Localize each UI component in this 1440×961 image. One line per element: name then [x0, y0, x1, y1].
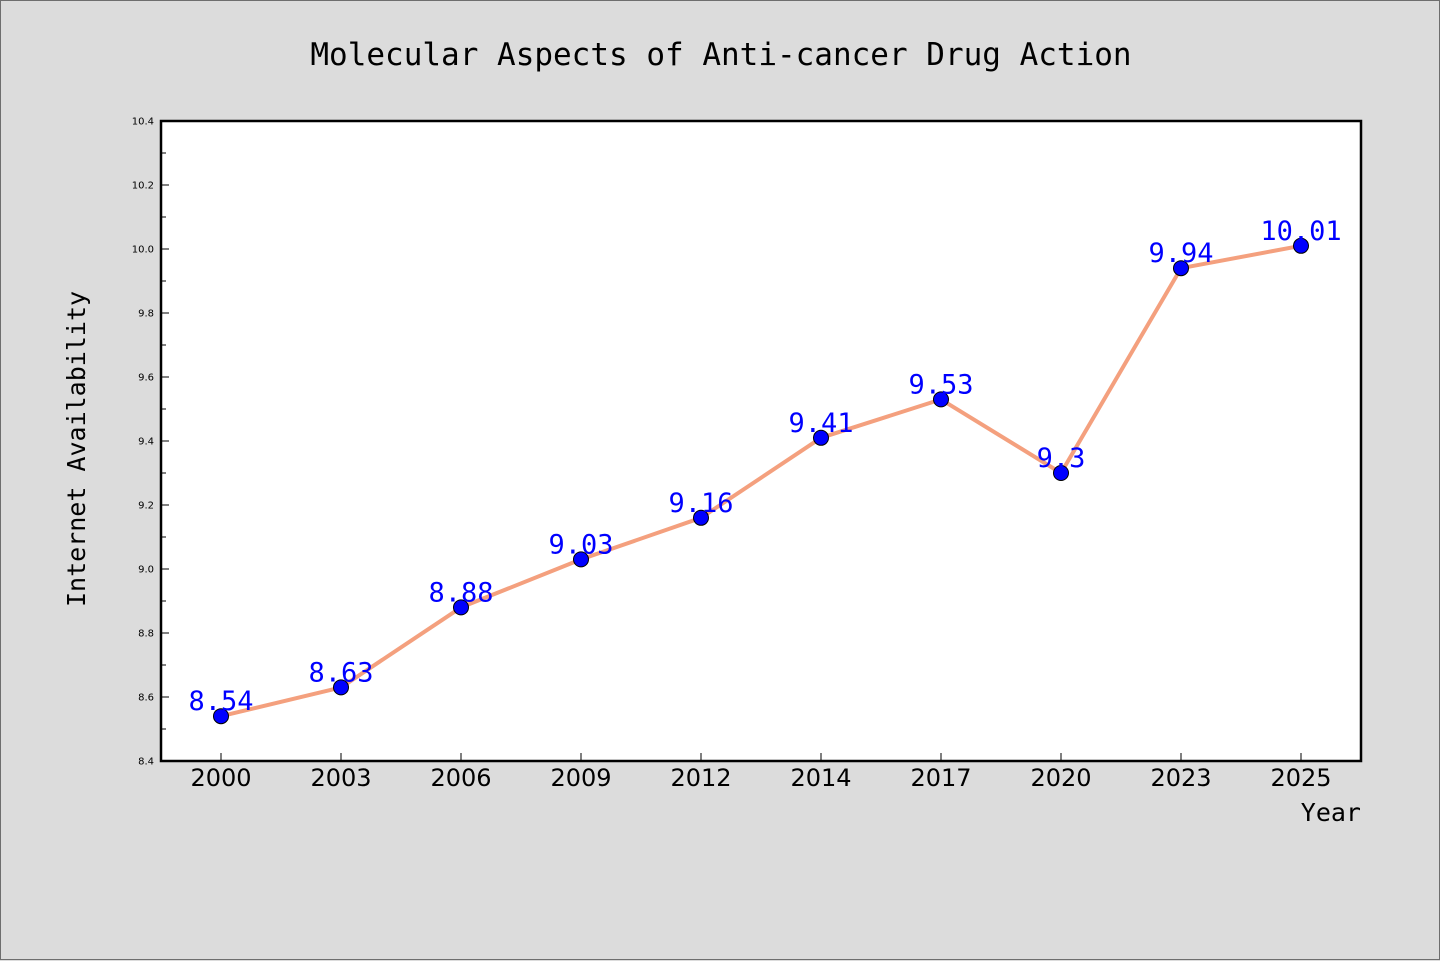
y-tick-label: 9.2 — [138, 501, 154, 512]
x-tick-label: 2017 — [910, 764, 971, 792]
y-tick-label: 9.8 — [138, 309, 154, 320]
y-tick-label: 8.8 — [138, 629, 154, 640]
data-point — [333, 679, 349, 696]
y-tick-label: 8.4 — [138, 757, 154, 768]
chart-title: Molecular Aspects of Anti-cancer Drug Ac… — [310, 37, 1131, 73]
plot-frame — [159, 119, 1363, 763]
data-labels: 8.54 8.63 8.88 9.03 9.16 9.41 9.53 9.3 9.94 10.01 — [188, 216, 1341, 717]
x-tick-label: 2009 — [550, 764, 611, 792]
data-label: 9.03 — [548, 529, 613, 560]
data-label: 8.54 — [188, 686, 253, 717]
y-tick-label: 9.0 — [138, 565, 154, 576]
y-tick-label: 10.4 — [132, 117, 154, 128]
data-point — [213, 708, 229, 725]
x-tick-label: 2014 — [790, 764, 851, 792]
data-point — [1053, 465, 1069, 481]
y-tick-label: 8.6 — [138, 693, 154, 704]
plot-area — [161, 121, 1361, 761]
y-tick-label: 9.4 — [138, 437, 154, 448]
data-point — [933, 391, 949, 408]
data-point — [1173, 260, 1189, 277]
data-label: 9.16 — [668, 488, 733, 519]
x-tick-label: 2012 — [670, 764, 731, 792]
x-tick-label: 2020 — [1030, 764, 1091, 792]
x-tick-label: 2003 — [310, 764, 371, 792]
data-label: 9.53 — [908, 369, 973, 400]
data-label: 9.41 — [788, 408, 853, 439]
data-point — [813, 429, 829, 446]
x-tick-label: 2023 — [1150, 764, 1211, 792]
x-axis: 2000 2003 2006 2009 2012 2014 2017 2020 2023 2025 — [190, 753, 1332, 792]
y-axis: 8.4 8.6 8.8 9.0 9.2 9.4 9.6 9.8 10.0 10.2 10.4 — [132, 117, 169, 768]
series-line — [219, 243, 1303, 719]
data-point — [453, 599, 469, 616]
data-label: 10.01 — [1260, 216, 1341, 247]
series-layer — [213, 237, 1309, 725]
x-axis-label: Year — [1301, 798, 1361, 827]
data-point — [573, 551, 589, 568]
data-label: 8.63 — [308, 657, 373, 688]
y-axis-label: Internet Availability — [62, 291, 91, 607]
y-tick-label: 9.6 — [138, 373, 154, 384]
data-label: 9.94 — [1148, 238, 1213, 269]
data-point — [1293, 237, 1309, 254]
x-tick-label: 2000 — [190, 764, 251, 792]
data-label: 8.88 — [428, 577, 493, 608]
y-tick-label: 10.2 — [132, 181, 154, 192]
data-point — [693, 509, 709, 526]
data-label: 9.3 — [1037, 443, 1086, 474]
x-tick-label: 2006 — [430, 764, 491, 792]
y-tick-label: 10.0 — [132, 245, 154, 256]
x-tick-label: 2025 — [1270, 764, 1331, 792]
